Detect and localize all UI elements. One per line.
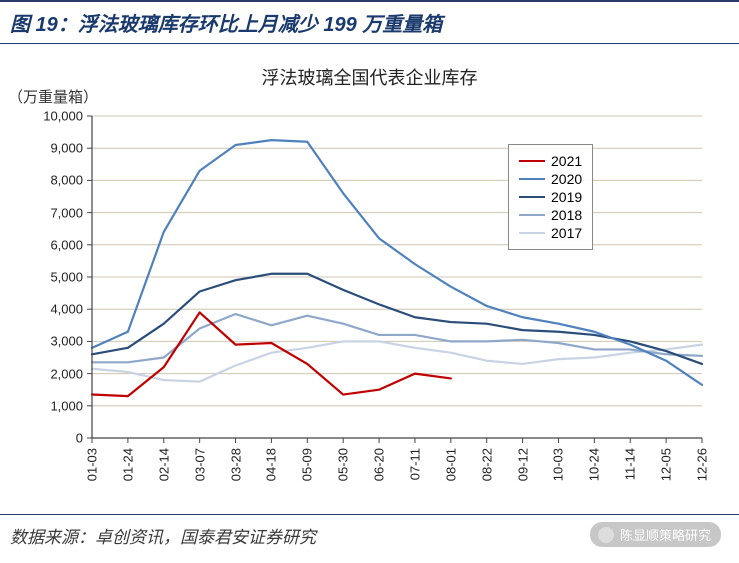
legend-item: 2018 (519, 207, 582, 223)
x-tick-label: 08-22 (479, 448, 494, 481)
x-tick-label: 09-12 (515, 448, 530, 481)
x-tick-label: 03-07 (192, 448, 207, 481)
figure-title-text: 图 19：浮法玻璃库存环比上月减少 199 万重量箱 (10, 14, 442, 36)
chart-legend: 2021 2020 2019 2018 2017 (508, 144, 593, 250)
y-tick-label: 4,000 (50, 302, 83, 317)
x-tick-label: 10-24 (587, 448, 602, 481)
x-tick-label: 05-09 (300, 448, 315, 481)
legend-swatch (519, 160, 545, 162)
data-source-text: 数据来源：卓创资讯，国泰君安证券研究 (10, 528, 316, 547)
legend-label: 2019 (551, 189, 582, 205)
legend-label: 2017 (551, 225, 582, 241)
y-tick-label: 10,000 (43, 109, 83, 124)
y-tick-label: 5,000 (50, 270, 83, 285)
y-tick-label: 9,000 (50, 141, 83, 156)
y-tick-label: 8,000 (50, 173, 83, 188)
x-tick-label: 12-26 (695, 448, 710, 481)
legend-swatch (519, 214, 545, 216)
legend-label: 2020 (551, 171, 582, 187)
y-tick-label: 6,000 (50, 237, 83, 252)
legend-item: 2021 (519, 153, 582, 169)
legend-item: 2017 (519, 225, 582, 241)
chart-area: 浮法玻璃全国代表企业库存 （万重量箱） 20212020201920182017… (0, 44, 739, 514)
figure-header: 图 19：浮法玻璃库存环比上月减少 199 万重量箱 (0, 0, 739, 44)
legend-label: 2018 (551, 207, 582, 223)
y-tick-label: 7,000 (50, 205, 83, 220)
legend-swatch (519, 196, 545, 198)
x-tick-label: 03-28 (228, 448, 243, 481)
legend-label: 2021 (551, 153, 582, 169)
legend-item: 2019 (519, 189, 582, 205)
y-tick-label: 2,000 (50, 366, 83, 381)
y-tick-label: 1,000 (50, 398, 83, 413)
x-tick-label: 11-14 (623, 448, 638, 480)
x-tick-label: 07-11 (407, 448, 422, 480)
legend-item: 2020 (519, 171, 582, 187)
legend-swatch (519, 232, 545, 234)
wechat-icon (598, 527, 614, 543)
y-tick-label: 0 (76, 431, 83, 446)
x-tick-label: 06-20 (372, 448, 387, 481)
chart-svg (0, 44, 739, 514)
x-tick-label: 12-05 (659, 448, 674, 481)
watermark-badge: 陈显顺策略研究 (590, 522, 721, 547)
x-tick-label: 08-01 (443, 448, 458, 481)
x-tick-label: 10-03 (551, 448, 566, 481)
watermark-text: 陈显顺策略研究 (620, 525, 711, 544)
x-tick-label: 01-03 (85, 448, 100, 481)
x-tick-label: 01-24 (120, 448, 135, 481)
x-tick-label: 02-14 (156, 448, 171, 481)
y-tick-label: 3,000 (50, 334, 83, 349)
legend-swatch (519, 178, 545, 180)
x-tick-label: 05-30 (336, 448, 351, 481)
x-tick-label: 04-18 (264, 448, 279, 481)
